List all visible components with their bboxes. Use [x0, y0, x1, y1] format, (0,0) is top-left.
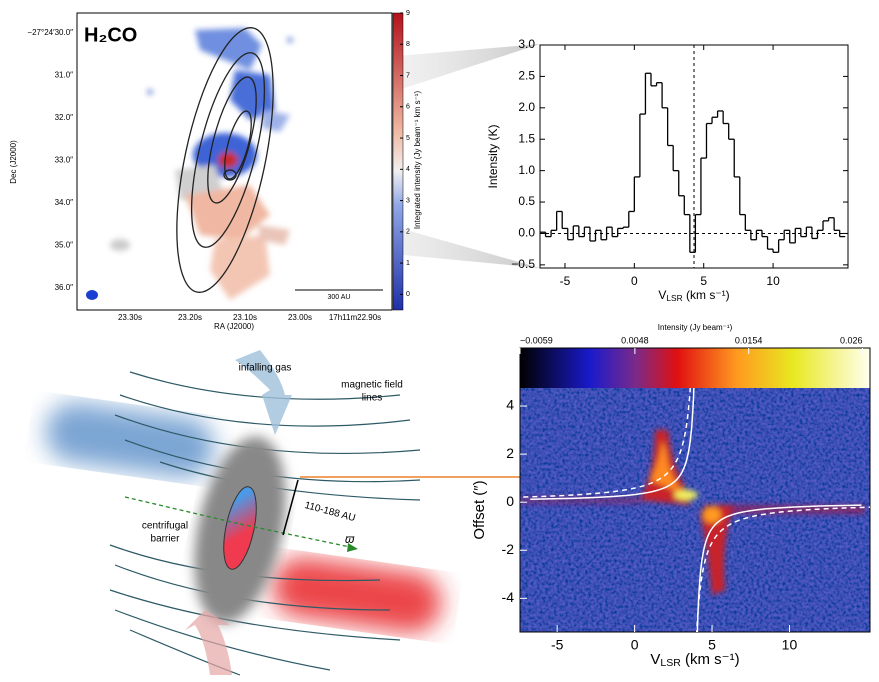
y-axis-label: Dec (J2000) — [9, 140, 18, 184]
x-tick-label: 10 — [766, 274, 780, 288]
contours — [176, 27, 274, 293]
x-tick-label: 23.30s — [118, 313, 142, 322]
model-curve — [520, 388, 692, 498]
pv-frame — [519, 347, 871, 633]
pv-colorbar — [520, 348, 870, 388]
y-tick-label: 2.5 — [518, 69, 535, 83]
colorbar-label: Intensity (Jy beam⁻¹) — [658, 323, 733, 332]
model-curves — [520, 388, 870, 632]
infall-arrow — [185, 610, 232, 675]
scale-bar-label: 300 AU — [328, 294, 351, 301]
y-tick-label: 31.0″ — [55, 71, 74, 80]
colorbar-tick-label: 8 — [406, 41, 410, 48]
label: ϖ — [345, 532, 355, 546]
y-tick-label: -4 — [502, 589, 515, 605]
y-tick-label: 0 — [506, 493, 514, 509]
red-outflow — [272, 557, 442, 633]
model-curve — [530, 388, 695, 501]
y-tick-label: 1.5 — [518, 131, 535, 145]
axis-label: VLSR (km s⁻¹) — [658, 288, 729, 303]
x-tick-label: 0 — [631, 274, 638, 288]
colorbar-tick-label: 5 — [406, 135, 410, 142]
y-tick-label: −27°24′30.0″ — [27, 28, 73, 37]
axis-label-part: V — [650, 651, 660, 668]
x-tick-label: 0 — [631, 637, 639, 653]
arrowhead — [347, 543, 358, 552]
y-axis-label: Intensity (K) — [486, 124, 500, 188]
y-tick-label: 0.5 — [518, 194, 535, 208]
chart-title: H₂CO — [84, 24, 137, 46]
x-tick-label: 17h11m22.90s — [329, 313, 381, 322]
colorbar-tick-label: 9 — [406, 10, 410, 17]
colorbar-tick-label: −0.0059 — [520, 335, 553, 345]
beam — [86, 290, 98, 300]
blue-outflow — [45, 402, 215, 478]
colorbar-tick-label: 7 — [406, 72, 410, 79]
colorbar — [392, 12, 404, 311]
y-tick-label: 2.0 — [518, 100, 535, 114]
y-tick-label: 36.0″ — [55, 283, 74, 292]
x-tick-label: -5 — [551, 637, 564, 653]
colorbar-tick-label: 2 — [406, 229, 410, 236]
arrow — [124, 496, 241, 525]
x-tick-label: -5 — [560, 274, 571, 288]
y-tick-label: −0.5 — [511, 257, 535, 271]
disk — [223, 486, 257, 570]
label: centrifugal — [142, 521, 188, 532]
colorbar-tick-label: 6 — [406, 104, 410, 111]
size-bar — [282, 479, 299, 536]
arrow — [239, 523, 356, 549]
spectrum-frame — [539, 44, 849, 269]
pv-image — [520, 388, 870, 632]
x-tick-label: 5 — [700, 274, 707, 288]
y-axis-label: Offset (″) — [471, 480, 488, 539]
x-tick-label: 10 — [782, 637, 798, 653]
label: 110-188 AU — [303, 500, 356, 524]
y-tick-label: 34.0″ — [55, 198, 74, 207]
axis-label-part: (km s⁻¹) — [681, 651, 740, 668]
y-tick-label: 1.0 — [518, 163, 535, 177]
y-tick-label: -2 — [502, 541, 515, 557]
axis-label-part: LSR — [666, 293, 682, 303]
label: magnetic field — [341, 380, 403, 391]
colorbar-tick-label: 0.0048 — [621, 335, 649, 345]
colorbar-tick-label: 0 — [406, 291, 410, 298]
axis-label-part: (km s⁻¹) — [683, 288, 730, 302]
axis-label-part: V — [658, 288, 666, 302]
label: lines — [362, 393, 383, 404]
colorbar-label: Integrated intensity (Jy beam⁻¹ km s⁻¹) — [413, 91, 422, 230]
infall-arrow — [235, 350, 292, 435]
x-tick-label: 23.10s — [233, 313, 257, 322]
axis-label-part: LSR — [660, 657, 681, 669]
colorbar-tick-label: 4 — [406, 166, 410, 173]
y-tick-label: 4 — [506, 397, 514, 413]
colorbar-tick-label: 0.0154 — [735, 335, 763, 345]
x-tick-label: 23.00s — [288, 313, 312, 322]
label: infalling gas — [239, 363, 292, 374]
colorbar-tick-label: 3 — [406, 197, 410, 204]
label: barrier — [151, 534, 181, 545]
y-tick-label: 32.0″ — [55, 113, 74, 122]
map-panel — [76, 12, 404, 311]
x-axis-label: RA (J2000) — [214, 322, 254, 331]
y-tick-label: 3.0 — [518, 37, 535, 51]
colorbar-tick-label: 0.026 — [840, 335, 863, 345]
y-tick-label: 35.0″ — [55, 241, 74, 250]
y-tick-label: 2 — [506, 445, 514, 461]
colorbar-tick-label: 1 — [406, 260, 410, 267]
y-tick-label: 33.0″ — [55, 156, 74, 165]
x-tick-label: 23.20s — [178, 313, 202, 322]
x-tick-label: 5 — [708, 637, 716, 653]
axis-label: VLSR (km s⁻¹) — [650, 651, 739, 669]
model-curve — [695, 506, 870, 632]
y-tick-label: 0.0 — [518, 226, 535, 240]
